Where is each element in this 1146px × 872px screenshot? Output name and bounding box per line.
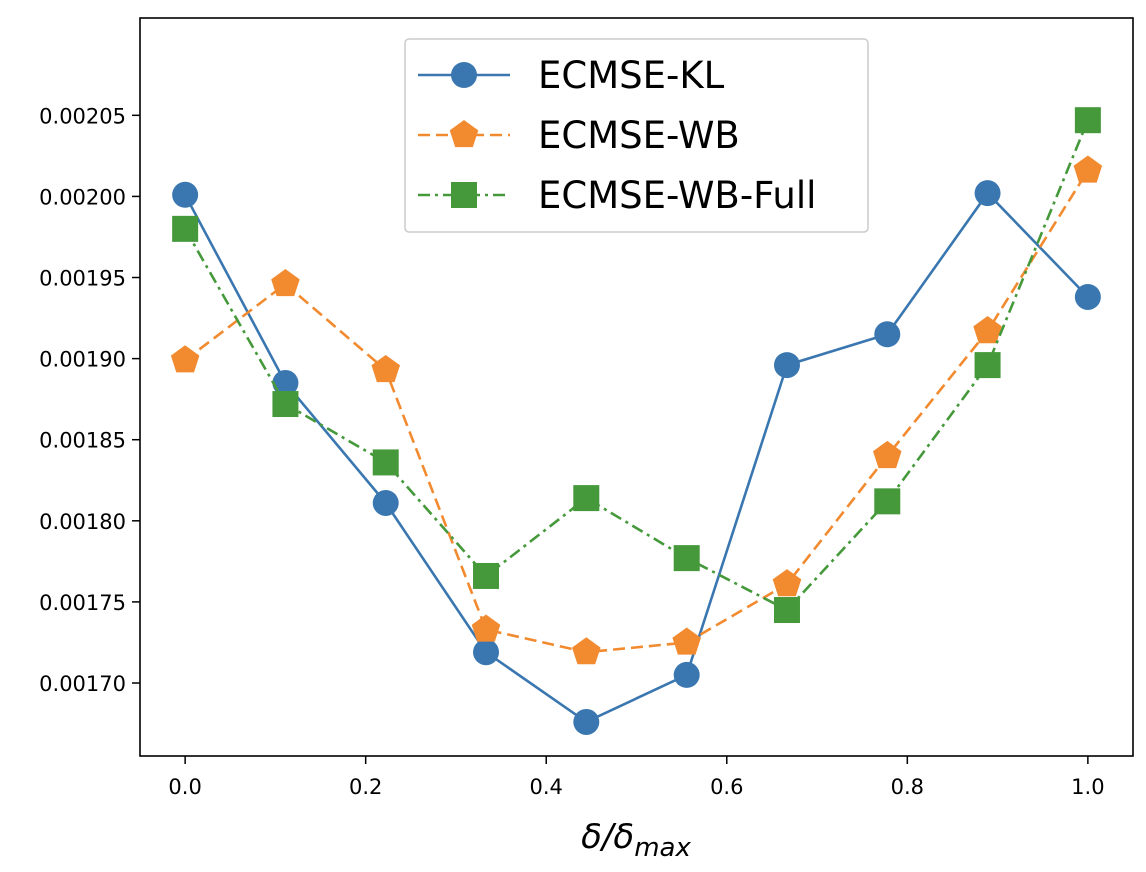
x-tick-label: 0.8 xyxy=(891,775,924,799)
data-point xyxy=(473,562,500,589)
series-ecmse-wb xyxy=(170,155,1103,665)
data-point xyxy=(272,391,299,418)
data-point xyxy=(673,545,700,572)
legend-label: ECMSE-KL xyxy=(538,54,725,97)
data-point xyxy=(873,440,902,469)
legend-label: ECMSE-WB-Full xyxy=(538,174,816,217)
data-point xyxy=(974,180,1001,207)
data-point xyxy=(672,627,701,655)
data-point xyxy=(673,661,700,688)
legend-box xyxy=(404,38,869,233)
legend-marker xyxy=(451,62,477,88)
series-line xyxy=(184,169,1090,654)
y-tick-label: 0.00180 xyxy=(39,510,126,534)
data-point xyxy=(874,488,901,515)
x-axis-label-main: δ/δ xyxy=(581,817,634,857)
y-axis: 0.00170 0.00175 0.00180 0.00185 0.00190 0.001… xyxy=(39,104,140,696)
data-point xyxy=(172,181,199,208)
x-tick-label: 0.6 xyxy=(710,775,743,799)
y-tick-label: 0.00195 xyxy=(39,267,126,291)
data-point xyxy=(573,485,600,512)
data-point xyxy=(573,708,600,735)
y-tick-label: 0.00200 xyxy=(39,185,126,209)
legend-entry-ecmse-wb-full: ECMSE-WB-Full xyxy=(418,174,816,217)
data-point xyxy=(973,316,1002,344)
data-point xyxy=(974,352,1001,379)
data-point xyxy=(773,352,800,379)
x-axis-label-sub: max xyxy=(634,833,691,863)
data-point xyxy=(271,269,300,297)
data-point xyxy=(371,355,400,383)
legend-marker xyxy=(449,120,479,148)
legend-label: ECMSE-WB xyxy=(538,114,740,157)
data-point xyxy=(471,614,501,642)
data-point xyxy=(372,449,399,476)
legend-entry-ecmse-wb: ECMSE-WB xyxy=(418,114,740,157)
x-axis-label: δ/δmax xyxy=(581,817,691,863)
x-tick-label: 1.0 xyxy=(1071,775,1104,799)
series-ecmse-wb-full xyxy=(172,107,1101,624)
data-point xyxy=(572,637,601,665)
plot-frame xyxy=(139,17,1134,757)
data-point xyxy=(1073,155,1103,183)
data-point xyxy=(1074,107,1101,134)
data-point xyxy=(372,489,399,516)
y-tick-label: 0.00185 xyxy=(39,429,126,453)
data-point xyxy=(772,569,802,597)
data-point xyxy=(1074,283,1101,310)
y-tick-label: 0.00205 xyxy=(39,104,126,128)
series-line xyxy=(183,119,1090,612)
y-tick-label: 0.00190 xyxy=(39,348,126,372)
plot-area xyxy=(170,107,1103,735)
x-tick-label: 0.4 xyxy=(530,775,563,799)
legend-entry-ecmse-kl: ECMSE-KL xyxy=(418,54,725,97)
series-line xyxy=(183,191,1089,724)
series-ecmse-kl xyxy=(172,180,1101,735)
x-tick-label: 0.0 xyxy=(168,775,201,799)
data-point xyxy=(172,215,199,242)
data-point xyxy=(170,345,200,373)
data-point xyxy=(773,597,800,624)
data-point xyxy=(874,321,901,348)
data-point xyxy=(272,369,299,396)
x-axis: 0.0 0.2 0.4 0.6 0.8 1.0 xyxy=(168,756,1105,799)
legend: ECMSE-KL ECMSE-WB ECMSE-WB-Full xyxy=(404,38,869,233)
data-point xyxy=(473,639,500,666)
y-tick-label: 0.00170 xyxy=(39,672,126,696)
y-tick-label: 0.00175 xyxy=(39,591,126,615)
legend-marker xyxy=(451,182,477,208)
x-tick-label: 0.2 xyxy=(349,775,382,799)
